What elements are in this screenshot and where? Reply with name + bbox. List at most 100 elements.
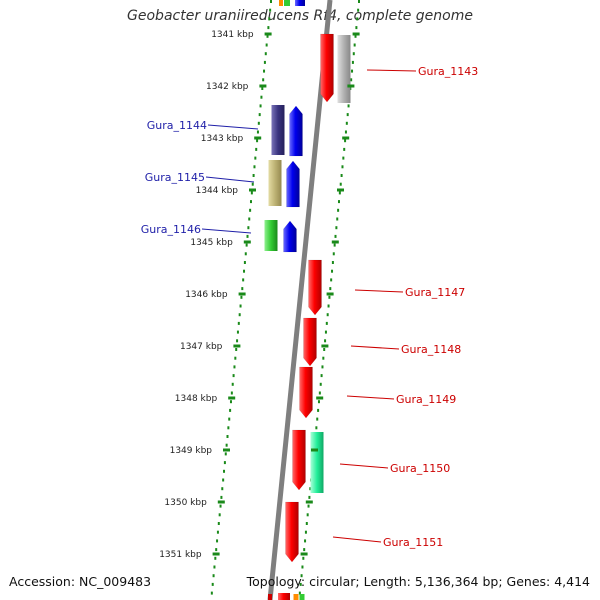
tick-dot [321, 365, 324, 369]
tick-dot [226, 435, 229, 438]
tick-dot [233, 365, 236, 369]
cog-bar-gura-1150[interactable] [310, 432, 324, 493]
label-leader-line [339, 463, 389, 469]
gene-label-left[interactable]: Gura_1146 [141, 223, 201, 236]
tick-dot [216, 530, 219, 534]
tick-dot [237, 321, 240, 325]
tick-dot [351, 69, 354, 73]
label-leader-line [332, 536, 382, 543]
tick-dot [250, 191, 253, 195]
cog-bar-gura-1145[interactable] [268, 160, 282, 206]
feature-partial-red-2[interactable] [278, 593, 290, 600]
feature-partial-green[interactable] [284, 0, 290, 6]
tick-dot [262, 78, 265, 82]
tick-dot [307, 504, 310, 508]
tick-dot [345, 121, 348, 125]
label-leader-line [354, 289, 404, 293]
tick-dot [227, 426, 230, 430]
kbp-tick [233, 344, 241, 348]
tick-dot [319, 382, 322, 386]
gene-label-right[interactable]: Gura_1151 [383, 536, 443, 549]
kbp-tick [352, 32, 360, 36]
tick-dot [249, 200, 252, 204]
kbp-tick [347, 84, 355, 88]
tick-dot [355, 26, 358, 30]
tick-dot [301, 565, 304, 569]
kbp-label: 1341 kbp [211, 30, 254, 40]
tick-dot [261, 87, 264, 90]
tick-dot [317, 400, 320, 404]
tick-dot [258, 113, 261, 117]
tick-dot [302, 556, 305, 560]
feature-partial-orange-2[interactable] [293, 594, 299, 600]
cog-bar-gura-1146[interactable] [264, 220, 278, 251]
tick-dot [211, 582, 214, 586]
gene-label-right[interactable]: Gura_1147 [405, 286, 465, 299]
tick-dot [328, 295, 331, 299]
tick-dot [344, 130, 347, 134]
tick-dot [323, 348, 326, 351]
kbp-label: 1344 kbp [196, 186, 239, 196]
gene-arrow-gura-1143[interactable] [320, 33, 334, 103]
gene-label-left[interactable]: Gura_1144 [147, 119, 207, 132]
tick-dot [255, 147, 258, 151]
tick-dot [257, 121, 260, 125]
cog-bar-gura-1144[interactable] [271, 105, 285, 155]
gene-label-left[interactable]: Gura_1145 [145, 171, 205, 184]
tick-dot [334, 234, 337, 238]
gene-arrow-gura-1146[interactable] [283, 220, 297, 253]
tick-dot [254, 156, 257, 160]
gene-label-right[interactable]: Gura_1149 [396, 393, 456, 406]
kbp-tick [223, 448, 230, 452]
tick-dot [239, 304, 242, 308]
tick-dot [337, 208, 340, 212]
gene-arrow-gura-1150[interactable] [292, 429, 306, 491]
gene-label-right[interactable]: Gura_1148 [401, 343, 461, 356]
tick-dot [350, 78, 353, 82]
tick-dot [340, 174, 343, 177]
feature-partial-green-2[interactable] [299, 594, 305, 600]
gene-arrow-gura-1149[interactable] [299, 366, 313, 419]
gene-arrow-gura-1144[interactable] [289, 105, 303, 157]
tick-dot [353, 43, 356, 47]
feature-partial-orange[interactable] [279, 0, 283, 6]
gene-arrow-gura-1147[interactable] [308, 259, 322, 316]
kbp-label: 1342 kbp [206, 82, 249, 92]
tick-dot [256, 139, 259, 143]
tick-dot [305, 522, 308, 525]
tick-dot [242, 278, 245, 282]
tick-dot [309, 487, 312, 491]
kbp-tick [238, 292, 246, 296]
kbp-tick [243, 240, 251, 244]
gene-arrow-gura-1145[interactable] [286, 160, 300, 208]
kbp-tick [337, 188, 344, 192]
tick-dot [216, 539, 219, 543]
feature-partial-blue[interactable] [295, 0, 305, 6]
tick-dot [324, 330, 327, 334]
tick-dot [223, 461, 226, 465]
gene-label-right[interactable]: Gura_1150 [390, 462, 450, 475]
tick-dot [351, 60, 354, 64]
tick-dot [236, 339, 239, 343]
tick-dot [356, 17, 359, 21]
tick-dot [308, 495, 311, 499]
tick-dot [315, 426, 318, 430]
gene-arrow-gura-1151[interactable] [285, 501, 299, 563]
kbp-label: 1351 kbp [159, 550, 202, 560]
tick-dot [357, 8, 360, 12]
tick-dot [343, 147, 346, 151]
tick-dot [263, 69, 266, 73]
feature-partial-red[interactable] [268, 594, 272, 600]
kbp-tick [264, 32, 272, 36]
gene-label-right[interactable]: Gura_1143 [418, 65, 478, 78]
tick-dot [247, 226, 250, 230]
kbp-tick [300, 552, 308, 556]
tick-dot [217, 522, 220, 525]
cog-bar-gura-1143[interactable] [337, 35, 351, 103]
tick-dot [318, 391, 321, 395]
tick-dot [236, 330, 239, 334]
gene-arrow-gura-1148[interactable] [303, 317, 317, 367]
tick-dot [333, 243, 336, 247]
tick-dot [337, 200, 340, 204]
